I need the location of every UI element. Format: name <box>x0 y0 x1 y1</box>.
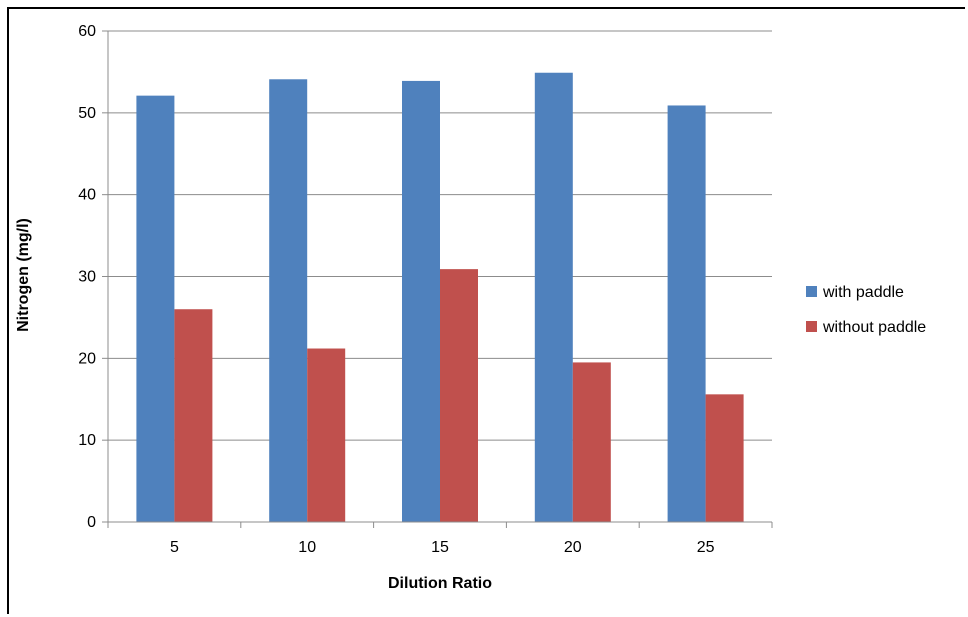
x-tick-label: 10 <box>298 539 316 556</box>
bar-with-paddle-25 <box>667 105 706 523</box>
y-tick-label: 20 <box>78 350 96 367</box>
y-tick-label: 30 <box>78 269 96 286</box>
axes <box>107 31 773 528</box>
legend-label: without paddle <box>822 319 926 336</box>
legend-label: with paddle <box>822 284 904 301</box>
y-axis-title: Nitrogen (mg/l) <box>15 218 32 332</box>
legend-swatch <box>806 321 817 332</box>
y-tick-label: 0 <box>87 514 96 531</box>
bar-with-paddle-20 <box>534 72 573 523</box>
bar-without-paddle-5 <box>174 309 213 522</box>
x-tick-label: 15 <box>431 539 449 556</box>
bar-without-paddle-10 <box>307 348 346 522</box>
bars <box>136 72 744 523</box>
bar-with-paddle-15 <box>402 80 440 522</box>
x-tick-label: 5 <box>170 539 179 556</box>
bar-without-paddle-15 <box>440 269 478 522</box>
bar-without-paddle-25 <box>705 394 744 522</box>
legend-swatch <box>806 286 817 297</box>
bar-with-paddle-10 <box>269 79 308 522</box>
y-tick-label: 60 <box>78 23 96 40</box>
y-tick-labels: 0 10 20 30 40 50 60 <box>78 23 96 531</box>
bar-with-paddle-5 <box>136 95 175 523</box>
y-tick-label: 40 <box>78 187 96 204</box>
bar-without-paddle-20 <box>572 362 611 522</box>
x-tick-label: 20 <box>564 539 582 556</box>
x-axis-title: Dilution Ratio <box>388 575 492 592</box>
x-tick-label: 25 <box>697 539 715 556</box>
y-tick-label: 10 <box>78 432 96 449</box>
x-tick-labels: 5 10 15 20 25 <box>170 539 715 556</box>
legend: with paddle without paddle <box>806 284 926 336</box>
y-tick-label: 50 <box>78 105 96 122</box>
